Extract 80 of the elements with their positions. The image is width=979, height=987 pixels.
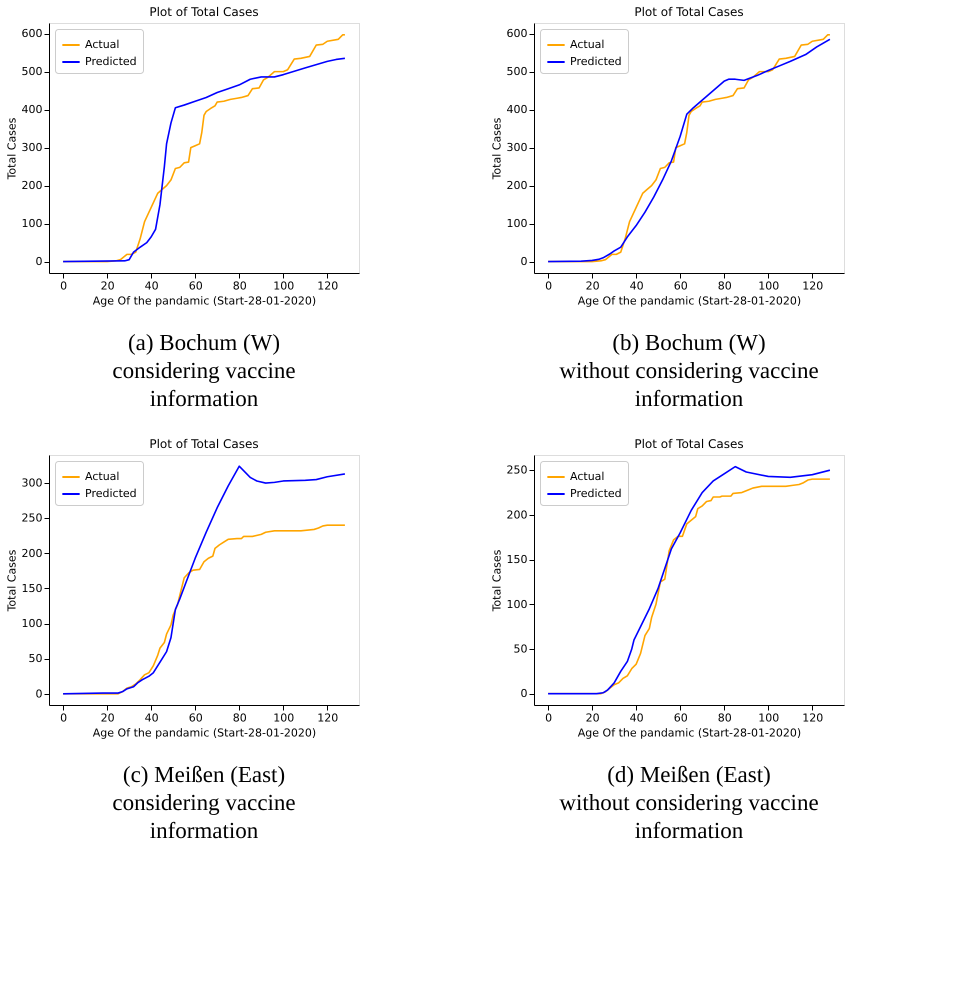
y-tick-label: 150	[506, 553, 528, 566]
y-axis-title: Total Cases	[6, 549, 19, 612]
x-tick-label: 20	[586, 280, 600, 292]
y-tick-label: 200	[22, 179, 42, 192]
x-tick-label: 0	[545, 712, 552, 724]
x-tick-label: 120	[802, 280, 824, 292]
x-tick-label: 80	[718, 712, 732, 724]
legend-label: Predicted	[85, 55, 137, 68]
y-tick-label: 200	[506, 179, 528, 192]
legend-label: Predicted	[85, 487, 137, 500]
y-axis-title: Total Cases	[6, 117, 19, 180]
y-axis-title: Total Cases	[490, 117, 504, 180]
text: (b) Bochum (W) without considering vaccine information	[559, 330, 819, 411]
y-tick-label: 250	[506, 464, 528, 477]
x-tick-label: 20	[100, 712, 115, 724]
y-tick-label: 0	[520, 255, 528, 268]
x-tick-label: 120	[802, 712, 824, 724]
x-tick-label: 100	[758, 280, 780, 292]
y-tick-label: 50	[514, 642, 528, 656]
y-axis-title: Total Cases	[490, 549, 504, 612]
x-tick-label: 80	[232, 280, 247, 292]
x-tick-label: 100	[273, 712, 294, 724]
x-tick-label: 100	[758, 712, 780, 724]
x-axis-title: Age Of the pandamic (Start-28-01-2020)	[578, 294, 802, 308]
chart-title: Plot of Total Cases	[149, 5, 259, 19]
y-tick-label: 300	[506, 141, 528, 154]
y-tick-label: 200	[506, 508, 528, 522]
x-tick-label: 80	[232, 712, 247, 724]
y-tick-label: 200	[22, 546, 42, 560]
y-tick-label: 0	[520, 687, 528, 700]
y-tick-label: 100	[506, 217, 528, 230]
x-tick-label: 20	[100, 280, 115, 292]
x-axis-title: Age Of the pandamic (Start-28-01-2020)	[92, 726, 316, 740]
y-tick-label: 0	[36, 687, 42, 700]
x-tick-label: 0	[545, 280, 552, 292]
x-tick-label: 20	[586, 712, 600, 724]
x-tick-label: 120	[317, 280, 338, 292]
x-tick-label: 40	[630, 280, 644, 292]
text: (d) Meißen (East) without considering vaccine information	[559, 762, 819, 843]
x-axis-title: Age Of the pandamic (Start-28-01-2020)	[578, 726, 802, 740]
x-tick-label: 60	[188, 280, 203, 292]
y-tick-label: 100	[22, 617, 42, 630]
y-tick-label: 300	[22, 476, 42, 490]
y-tick-label: 400	[506, 103, 528, 116]
y-tick-label: 50	[28, 652, 42, 666]
chart-title: Plot of Total Cases	[634, 5, 744, 19]
text: (c) Meißen (East) considering vaccine information	[112, 762, 296, 843]
x-tick-label: 40	[144, 712, 159, 724]
x-tick-label: 0	[60, 280, 68, 292]
x-tick-label: 40	[630, 712, 644, 724]
y-tick-label: 600	[22, 27, 42, 40]
y-tick-label: 100	[506, 598, 528, 611]
legend-label: Actual	[570, 470, 604, 483]
chart-title: Plot of Total Cases	[634, 437, 744, 451]
legend-label: Actual	[85, 470, 120, 483]
y-tick-label: 100	[22, 217, 42, 230]
y-tick-label: 500	[506, 65, 528, 78]
x-axis-title: Age Of the pandamic (Start-28-01-2020)	[92, 294, 316, 308]
legend-label: Predicted	[570, 487, 622, 500]
line-series	[62, 465, 346, 695]
text: (a) Bochum (W) considering vaccine information	[112, 330, 296, 411]
y-tick-label: 250	[22, 512, 42, 525]
x-tick-label: 60	[674, 712, 688, 724]
y-tick-label: 150	[22, 582, 42, 595]
x-tick-label: 100	[273, 280, 294, 292]
y-tick-label: 300	[22, 141, 42, 154]
x-tick-label: 0	[60, 712, 68, 724]
y-tick-label: 400	[22, 103, 42, 116]
legend-label: Actual	[570, 38, 604, 51]
x-tick-label: 60	[188, 712, 203, 724]
y-tick-label: 600	[506, 27, 528, 40]
y-tick-label: 0	[36, 255, 42, 268]
x-tick-label: 40	[144, 280, 159, 292]
y-tick-label: 500	[22, 65, 42, 78]
x-tick-label: 60	[674, 280, 688, 292]
legend-label: Predicted	[570, 55, 622, 68]
legend-label: Actual	[85, 38, 120, 51]
x-tick-label: 120	[317, 712, 338, 724]
x-tick-label: 80	[718, 280, 732, 292]
chart-title: Plot of Total Cases	[149, 437, 259, 451]
